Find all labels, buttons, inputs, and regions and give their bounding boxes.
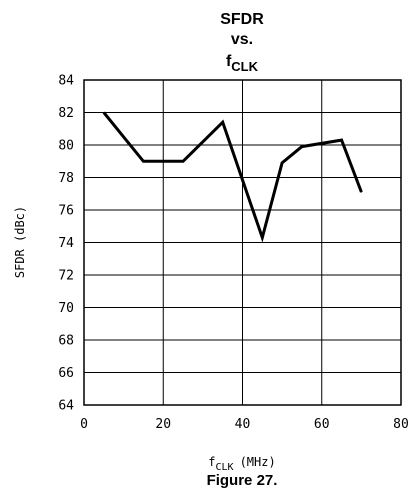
x-axis-label-symbol: f — [208, 455, 215, 469]
series-line — [102, 111, 363, 243]
y-tick-label: 74 — [58, 236, 74, 251]
data-point — [182, 160, 184, 162]
y-tick-label: 70 — [58, 301, 74, 316]
chart-title-line-2: vs. — [231, 31, 253, 48]
y-tick-label: 84 — [58, 74, 74, 89]
y-tick-label: 66 — [58, 366, 74, 381]
x-tick-label: 0 — [80, 417, 88, 432]
y-tick-label: 82 — [58, 106, 74, 121]
data-point — [281, 162, 283, 164]
y-tick-label: 78 — [58, 171, 74, 186]
data-point — [222, 121, 224, 123]
y-tick-label: 68 — [58, 334, 74, 349]
data-point — [360, 191, 362, 193]
chart-title-subscript: CLK — [231, 59, 258, 74]
y-tick-label: 72 — [58, 269, 74, 284]
x-axis-label: fCLK (MHz) — [208, 455, 275, 473]
data-point — [341, 139, 343, 141]
data-point — [142, 160, 144, 162]
x-tick-label: 80 — [393, 417, 409, 432]
x-tick-label: 60 — [314, 417, 330, 432]
y-tick-label: 64 — [58, 399, 74, 414]
x-tick-label: 40 — [235, 417, 251, 432]
x-axis-label-subscript: CLK — [216, 462, 234, 473]
chart-title-line-3: fCLK — [226, 53, 259, 74]
x-axis-label-unit: (MHz) — [240, 455, 276, 469]
y-tick-labels: 64 66 68 70 72 74 76 78 80 82 84 — [58, 74, 74, 414]
figure-caption: Figure 27. — [207, 472, 278, 489]
plot-frame — [83, 79, 402, 406]
y-axis-label: SFDR (dBc) — [13, 206, 27, 278]
series — [102, 111, 363, 243]
data-point — [103, 112, 105, 113]
x-tick-label: 20 — [155, 417, 171, 432]
chart-title-line-1: SFDR — [220, 11, 264, 28]
data-point — [301, 146, 303, 148]
chart-title-symbol: f — [226, 53, 232, 70]
y-tick-label: 80 — [58, 139, 74, 154]
y-tick-label: 76 — [58, 204, 74, 219]
grid — [83, 79, 402, 406]
data-point — [261, 237, 263, 239]
x-tick-labels: 0 20 40 60 80 — [80, 417, 409, 432]
